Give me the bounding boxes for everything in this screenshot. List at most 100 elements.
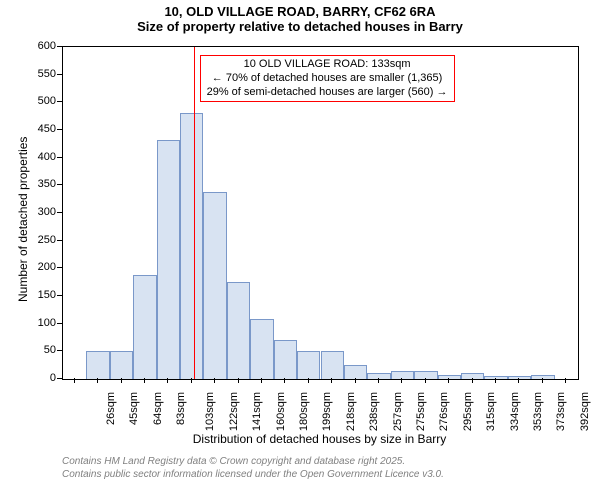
- x-tick-label: 373sqm: [556, 392, 568, 431]
- bar: [531, 375, 554, 379]
- bar: [297, 351, 320, 379]
- x-tick-mark: [74, 378, 75, 383]
- callout-box: 10 OLD VILLAGE ROAD: 133sqm← 70% of deta…: [200, 55, 455, 102]
- x-tick-mark: [331, 378, 332, 383]
- x-tick-label: 392sqm: [579, 392, 591, 431]
- y-tick-mark: [57, 378, 62, 379]
- x-tick-label: 122sqm: [228, 392, 240, 431]
- y-tick-mark: [57, 323, 62, 324]
- bar: [180, 113, 203, 379]
- x-tick-mark: [238, 378, 239, 383]
- y-tick-mark: [57, 101, 62, 102]
- x-tick-mark: [144, 378, 145, 383]
- x-tick-label: 26sqm: [105, 392, 117, 425]
- bar: [86, 351, 109, 379]
- x-tick-label: 315sqm: [485, 392, 497, 431]
- x-tick-label: 353sqm: [532, 392, 544, 431]
- y-tick-label: 400: [0, 151, 56, 163]
- bar: [508, 376, 531, 379]
- y-tick-mark: [57, 350, 62, 351]
- y-tick-mark: [57, 129, 62, 130]
- bar: [250, 319, 273, 379]
- x-tick-mark: [191, 378, 192, 383]
- y-tick-label: 50: [0, 344, 56, 356]
- x-tick-mark: [121, 378, 122, 383]
- x-tick-mark: [214, 378, 215, 383]
- bar: [391, 371, 414, 379]
- x-tick-mark: [518, 378, 519, 383]
- bar: [461, 373, 484, 379]
- y-tick-label: 150: [0, 289, 56, 301]
- y-tick-mark: [57, 157, 62, 158]
- x-tick-label: 83sqm: [175, 392, 187, 425]
- bar: [133, 275, 156, 379]
- y-tick-label: 350: [0, 178, 56, 190]
- y-tick-label: 200: [0, 261, 56, 273]
- y-tick-mark: [57, 212, 62, 213]
- bar: [203, 192, 226, 379]
- x-tick-label: 257sqm: [392, 392, 404, 431]
- x-tick-mark: [565, 378, 566, 383]
- x-tick-label: 180sqm: [298, 392, 310, 431]
- x-tick-label: 160sqm: [275, 392, 287, 431]
- y-tick-mark: [57, 295, 62, 296]
- chart-titles: 10, OLD VILLAGE ROAD, BARRY, CF62 6RA Si…: [0, 4, 600, 34]
- x-tick-mark: [284, 378, 285, 383]
- bar: [484, 376, 507, 379]
- callout-line-1: 10 OLD VILLAGE ROAD: 133sqm: [207, 58, 448, 72]
- bar: [274, 340, 297, 379]
- bar: [157, 140, 180, 379]
- y-tick-mark: [57, 240, 62, 241]
- x-tick-mark: [495, 378, 496, 383]
- x-tick-label: 295sqm: [462, 392, 474, 431]
- reference-line: [194, 47, 195, 379]
- footnote-line-1: Contains HM Land Registry data © Crown c…: [62, 456, 444, 469]
- plot-area: 10 OLD VILLAGE ROAD: 133sqm← 70% of deta…: [62, 46, 579, 380]
- y-tick-label: 450: [0, 123, 56, 135]
- x-tick-label: 103sqm: [204, 392, 216, 431]
- y-tick-label: 500: [0, 95, 56, 107]
- x-axis-title: Distribution of detached houses by size …: [62, 432, 577, 446]
- x-tick-mark: [167, 378, 168, 383]
- y-tick-mark: [57, 184, 62, 185]
- x-tick-label: 141sqm: [251, 392, 263, 431]
- y-tick-label: 250: [0, 234, 56, 246]
- bar: [344, 365, 367, 379]
- x-tick-label: 64sqm: [152, 392, 164, 425]
- x-tick-mark: [261, 378, 262, 383]
- bar: [367, 373, 390, 379]
- bar: [414, 371, 437, 379]
- y-tick-mark: [57, 267, 62, 268]
- x-tick-label: 334sqm: [509, 392, 521, 431]
- footnote-line-2: Contains public sector information licen…: [62, 469, 444, 482]
- x-tick-mark: [355, 378, 356, 383]
- footnote: Contains HM Land Registry data © Crown c…: [62, 456, 444, 481]
- x-tick-mark: [542, 378, 543, 383]
- y-tick-label: 100: [0, 317, 56, 329]
- x-tick-label: 275sqm: [415, 392, 427, 431]
- x-tick-label: 218sqm: [345, 392, 357, 431]
- title-line-2: Size of property relative to detached ho…: [0, 19, 600, 34]
- bar: [321, 351, 344, 379]
- x-tick-label: 238sqm: [368, 392, 380, 431]
- x-tick-mark: [401, 378, 402, 383]
- x-tick-mark: [448, 378, 449, 383]
- x-tick-label: 276sqm: [439, 392, 451, 431]
- x-tick-label: 45sqm: [128, 392, 140, 425]
- x-tick-mark: [308, 378, 309, 383]
- x-tick-mark: [472, 378, 473, 383]
- bar: [110, 351, 133, 379]
- y-tick-mark: [57, 46, 62, 47]
- title-line-1: 10, OLD VILLAGE ROAD, BARRY, CF62 6RA: [0, 4, 600, 19]
- y-tick-label: 300: [0, 206, 56, 218]
- y-tick-label: 0: [0, 372, 56, 384]
- callout-line-3: 29% of semi-detached houses are larger (…: [207, 86, 448, 100]
- x-tick-label: 199sqm: [322, 392, 334, 431]
- bar: [227, 282, 250, 379]
- y-tick-label: 600: [0, 40, 56, 52]
- callout-line-2: ← 70% of detached houses are smaller (1,…: [207, 72, 448, 86]
- x-tick-mark: [97, 378, 98, 383]
- x-tick-mark: [425, 378, 426, 383]
- y-tick-label: 550: [0, 68, 56, 80]
- y-tick-mark: [57, 74, 62, 75]
